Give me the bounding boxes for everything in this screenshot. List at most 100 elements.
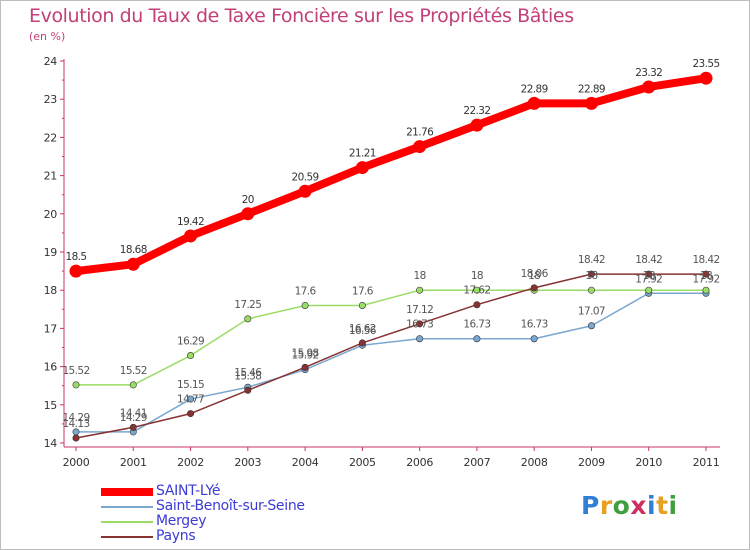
data-point-1	[587, 322, 595, 330]
data-label: 14.29	[120, 412, 147, 424]
legend-swatch	[101, 536, 153, 538]
legend-label: Payns	[156, 528, 196, 544]
y-tick-label: 14	[44, 437, 58, 450]
data-point-3	[645, 270, 653, 278]
data-point-3	[587, 270, 595, 278]
data-label: 16.73	[521, 319, 548, 331]
logo-letter: o	[612, 491, 631, 520]
data-label: 17.6	[295, 285, 317, 297]
data-label: 16.73	[406, 319, 433, 331]
data-point-3	[358, 339, 366, 347]
data-label: 18.68	[120, 244, 147, 256]
logo-letter: r	[599, 491, 613, 520]
data-label: 23.32	[635, 67, 662, 79]
y-tick-label: 16	[44, 361, 58, 374]
data-label: 15.52	[62, 365, 89, 377]
x-tick-label: 2006	[406, 456, 433, 469]
data-label: 18.06	[521, 268, 549, 280]
x-tick-label: 2010	[635, 456, 662, 469]
data-point-3	[301, 363, 309, 371]
x-tick-label: 2003	[234, 456, 261, 469]
data-label: 19.42	[177, 216, 204, 228]
data-label: 14.29	[62, 412, 89, 424]
unit-label: (en %)	[29, 30, 66, 43]
data-label: 15.92	[292, 350, 319, 362]
data-point-1	[416, 335, 424, 343]
data-label: 22.89	[521, 83, 548, 95]
series-line-3	[75, 273, 707, 439]
data-label: 18	[471, 270, 483, 282]
data-label: 15.98	[292, 347, 319, 359]
data-point-3	[473, 301, 481, 309]
data-point-main	[470, 118, 484, 132]
data-point-2	[645, 286, 653, 294]
series-line-0	[72, 74, 710, 276]
legend-label: Mergey	[156, 513, 207, 529]
data-label: 22.32	[463, 105, 490, 117]
data-point-2	[702, 286, 710, 294]
logo-letter: i	[668, 491, 678, 520]
x-tick-label: 2009	[578, 456, 605, 469]
data-point-main	[241, 207, 255, 221]
data-point-2	[587, 286, 595, 294]
data-point-3	[530, 284, 538, 292]
data-point-2	[244, 315, 252, 323]
data-point-main	[184, 229, 198, 243]
data-label: 21.21	[349, 148, 376, 160]
data-label: 22.89	[578, 83, 605, 95]
data-point-main	[298, 184, 312, 198]
data-label: 15.46	[234, 367, 262, 379]
data-label: 14.41	[120, 407, 147, 419]
data-point-main	[126, 257, 140, 271]
data-label: 20	[242, 194, 254, 206]
data-point-main	[584, 96, 598, 110]
data-point-2	[301, 301, 309, 309]
x-tick-label: 2001	[120, 456, 147, 469]
data-point-2	[187, 352, 195, 360]
data-point-3	[187, 410, 195, 418]
y-tick-label: 18	[44, 284, 58, 297]
x-tick-label: 2002	[177, 456, 204, 469]
data-label: 14.77	[177, 394, 204, 406]
data-point-main	[699, 71, 713, 85]
data-point-3	[702, 270, 710, 278]
y-tick-label: 15	[44, 399, 58, 412]
legend-swatch	[101, 506, 153, 508]
proxiti-logo: Proxiti	[581, 491, 678, 520]
logo-letter: P	[581, 491, 600, 520]
data-label: 18	[414, 270, 426, 282]
y-tick-label: 21	[44, 170, 57, 183]
data-label: 16.29	[177, 336, 204, 348]
data-point-3	[72, 434, 80, 442]
data-label: 18.42	[635, 254, 662, 266]
data-label: 17.07	[578, 306, 605, 318]
data-point-1	[530, 335, 538, 343]
data-label: 16.56	[349, 325, 377, 337]
y-tick-label: 22	[44, 131, 57, 144]
data-label: 18	[643, 270, 655, 282]
logo-letter: i	[647, 491, 657, 520]
y-tick-label: 19	[44, 246, 58, 259]
x-tick-label: 2004	[292, 456, 319, 469]
data-point-2	[473, 286, 481, 294]
legend-label: Saint-Benoît-sur-Seine	[156, 498, 305, 514]
logo-letter: t	[656, 491, 669, 520]
data-label: 18.42	[692, 254, 719, 266]
series-line-2	[75, 289, 707, 386]
data-point-main	[355, 161, 369, 175]
y-tick-label: 20	[44, 208, 58, 221]
data-point-2	[358, 301, 366, 309]
data-label: 17.12	[406, 304, 433, 316]
data-point-2	[129, 381, 137, 389]
data-label: 15.52	[120, 365, 147, 377]
data-point-2	[72, 381, 80, 389]
data-label: 18.42	[578, 254, 605, 266]
x-tick-label: 2008	[521, 456, 548, 469]
data-point-1	[473, 335, 481, 343]
data-label: 15.38	[234, 370, 261, 382]
data-point-3	[416, 320, 424, 328]
data-point-main	[413, 140, 427, 154]
data-label: 17.92	[692, 273, 719, 285]
